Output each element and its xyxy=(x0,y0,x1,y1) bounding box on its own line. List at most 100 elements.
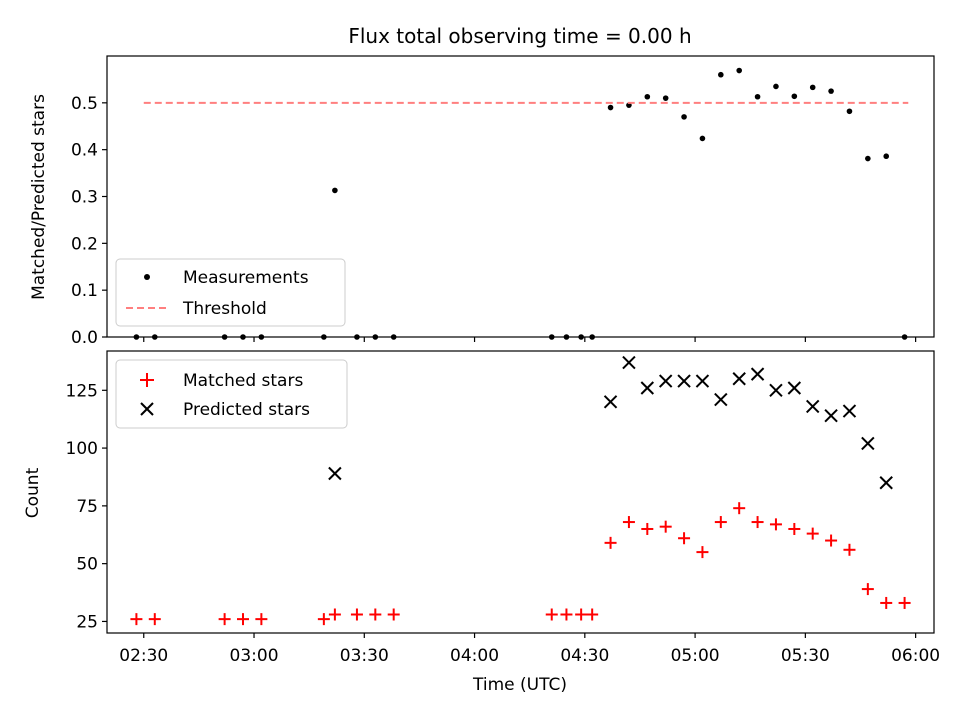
measurements-point xyxy=(883,153,890,160)
bottom-y-tick-label: 100 xyxy=(66,439,98,459)
predicted-stars-point xyxy=(787,381,802,395)
top-legend-box xyxy=(115,258,346,327)
measurements-point xyxy=(258,334,265,340)
measurements-point xyxy=(563,334,570,340)
measurements-point xyxy=(372,334,379,340)
x-tick-label: 02:30 xyxy=(119,646,168,666)
predicted-stars-point xyxy=(879,476,893,490)
matched-stars-point xyxy=(678,532,691,545)
legend-measurements-label: Measurements xyxy=(183,268,309,288)
matched-stars-point xyxy=(806,527,819,540)
matched-stars-point xyxy=(622,516,635,529)
bottom-y-tick-label: 25 xyxy=(76,612,98,632)
measurements-point xyxy=(681,114,687,120)
matched-stars-point xyxy=(733,502,746,515)
measurements-point xyxy=(865,155,871,162)
predicted-stars-point xyxy=(750,367,765,381)
measurements-point xyxy=(754,93,761,100)
measurements-point xyxy=(644,93,651,100)
measurements-point xyxy=(548,334,555,340)
predicted-stars-point xyxy=(714,392,728,407)
x-tick-label: 05:30 xyxy=(781,646,830,666)
measurements-point xyxy=(662,95,669,101)
matched-stars-point xyxy=(148,613,161,626)
legend-threshold-label: Threshold xyxy=(182,299,267,319)
bottom-y-tick-label: 75 xyxy=(76,497,98,517)
bottom-panel: 02:30 03:00 03:30 04:00 04:30 05:00 05:30 06:00… xyxy=(23,350,940,695)
bottom-data-layer xyxy=(130,355,911,626)
measurements-point xyxy=(828,88,834,94)
predicted-stars-point xyxy=(677,374,691,388)
x-tick-label: 04:30 xyxy=(560,646,609,666)
predicted-stars-point xyxy=(861,436,875,451)
top-y-tick-label: 0.0 xyxy=(71,328,98,348)
matched-stars-point xyxy=(545,608,558,621)
x-tick-label: 03:00 xyxy=(230,646,279,666)
measurements-point xyxy=(578,334,584,340)
x-tick-label: 06:00 xyxy=(891,646,940,666)
legend-matched-label: Matched stars xyxy=(183,371,303,391)
bottom-x-ticks: 02:30 03:00 03:30 04:00 04:30 05:00 05:30 06:00 xyxy=(119,633,940,666)
bottom-y-axis-label: Count xyxy=(23,467,43,518)
chart-title: Flux total observing time = 0.00 h xyxy=(348,24,691,48)
matched-stars-point xyxy=(317,613,330,626)
bottom-y-tick-label: 50 xyxy=(76,555,98,575)
measurements-point xyxy=(390,334,397,340)
predicted-stars-point xyxy=(732,372,746,386)
bottom-y-tick-label: 125 xyxy=(66,381,98,401)
matched-stars-point xyxy=(825,534,838,547)
measurements-point xyxy=(773,83,779,90)
top-y-tick-label: 0.4 xyxy=(71,141,98,161)
bottom-y-ticks: 25 50 75 100 125 xyxy=(66,381,107,632)
measurements-point xyxy=(332,187,338,194)
top-y-ticks: 0.0 0.1 0.2 0.3 0.4 0.5 xyxy=(71,94,107,348)
matched-stars-point xyxy=(586,608,599,621)
measurements-point xyxy=(809,84,816,91)
bottom-legend: Matched stars Predicted stars xyxy=(115,359,348,429)
matched-stars-point xyxy=(751,516,764,529)
predicted-stars-point xyxy=(603,395,618,409)
matched-stars-point xyxy=(218,613,231,626)
measurements-point xyxy=(699,135,706,142)
measurements-point xyxy=(321,334,327,340)
legend-matched-marker xyxy=(140,373,154,387)
bottom-plot-frame xyxy=(106,350,935,634)
matched-stars-point xyxy=(898,596,911,609)
predicted-stars-point xyxy=(328,466,342,481)
matched-stars-point xyxy=(843,543,856,556)
matched-stars-point xyxy=(130,613,143,626)
matched-stars-point xyxy=(328,608,341,621)
matched-stars-point xyxy=(560,608,573,621)
measurements-point xyxy=(901,334,908,340)
x-tick-label: 05:00 xyxy=(671,646,720,666)
predicted-stars-point xyxy=(824,409,838,423)
matched-stars-point xyxy=(788,522,801,535)
matched-stars-point xyxy=(641,522,654,535)
x-tick-label: 03:30 xyxy=(340,646,389,666)
top-y-tick-label: 0.1 xyxy=(71,281,98,301)
measurements-point xyxy=(354,334,360,340)
legend-measurements-marker xyxy=(144,274,150,280)
measurements-point xyxy=(151,334,158,340)
measurements-point xyxy=(607,104,614,111)
top-y-axis-label: Matched/Predicted stars xyxy=(29,94,49,300)
matched-stars-point xyxy=(575,608,588,621)
top-legend: Measurements Threshold xyxy=(115,258,346,327)
top-data-layer xyxy=(133,67,909,340)
predicted-stars-point xyxy=(805,399,820,414)
matched-stars-point xyxy=(387,608,400,621)
measurements-point xyxy=(221,334,228,340)
matched-stars-point xyxy=(255,613,268,626)
matched-stars-point xyxy=(880,596,893,609)
x-axis-label: Time (UTC) xyxy=(472,675,567,695)
measurements-point xyxy=(240,334,246,340)
measurements-point xyxy=(589,334,595,340)
measurements-point xyxy=(846,108,853,115)
measurements-point xyxy=(718,71,724,78)
predicted-stars-point xyxy=(622,355,636,370)
predicted-stars-point xyxy=(640,381,655,395)
matched-stars-point xyxy=(769,518,782,531)
legend-predicted-label: Predicted stars xyxy=(183,400,310,420)
x-tick-label: 04:00 xyxy=(450,646,499,666)
